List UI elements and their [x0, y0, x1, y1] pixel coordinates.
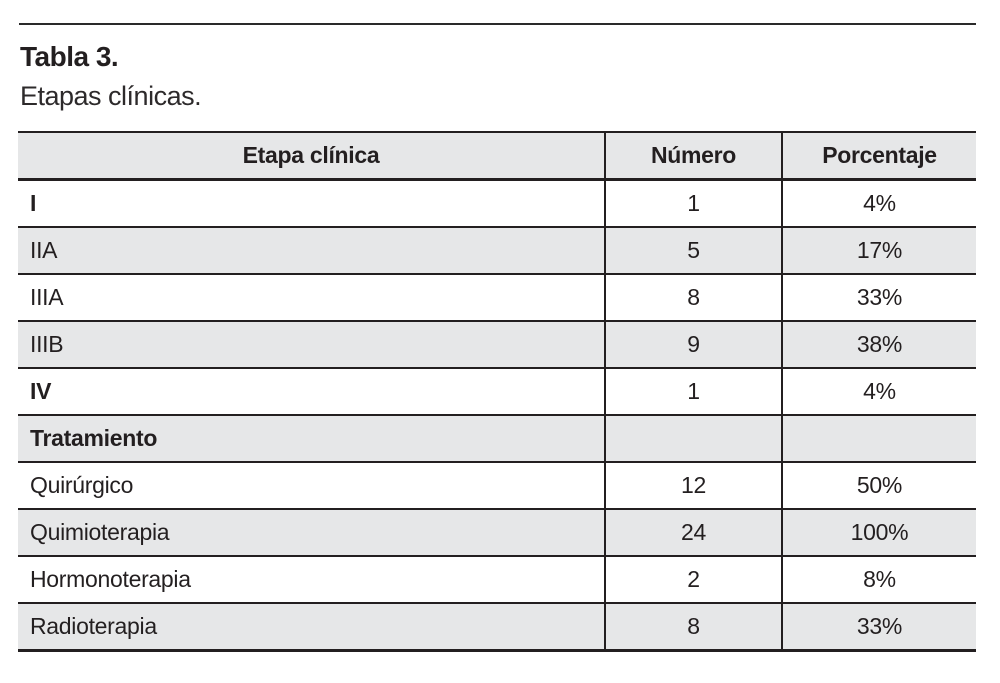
header-numero: Número: [604, 132, 782, 181]
table-caption-subtitle: Etapas clínicas.: [20, 81, 202, 111]
numero-cell: 12: [604, 462, 782, 510]
etapa-cell: IIIA: [18, 274, 605, 322]
table-row-stage-i: I 1 4%: [18, 179, 976, 228]
etapa-cell: Quimioterapia: [18, 509, 605, 557]
table-row-hormonoterapia: Hormonoterapia 2 8%: [18, 556, 976, 604]
etapa-cell: Radioterapia: [18, 603, 605, 652]
top-rule-divider: [19, 23, 976, 25]
etapa-cell: IIIB: [18, 321, 605, 369]
header-etapa-clinica: Etapa clínica: [18, 132, 605, 181]
numero-cell: 24: [604, 509, 782, 557]
porcentaje-cell: 100%: [781, 509, 976, 557]
etapa-cell: Hormonoterapia: [18, 556, 605, 604]
table-row-stage-iia: IIA 5 17%: [18, 227, 976, 275]
header-porcentaje: Porcentaje: [781, 132, 976, 181]
porcentaje-cell: 4%: [781, 368, 976, 416]
porcentaje-cell: [781, 415, 976, 463]
porcentaje-cell: 50%: [781, 462, 976, 510]
numero-cell: 8: [604, 274, 782, 322]
etapa-cell: Tratamiento: [18, 415, 605, 463]
table-row-radioterapia: Radioterapia 8 33%: [18, 603, 976, 652]
numero-cell: 2: [604, 556, 782, 604]
porcentaje-cell: 33%: [781, 274, 976, 322]
table-row-stage-iv: IV 1 4%: [18, 368, 976, 416]
table-row-stage-iiia: IIIA 8 33%: [18, 274, 976, 322]
etapa-cell: I: [18, 179, 605, 228]
etapa-cell: IV: [18, 368, 605, 416]
numero-cell: [604, 415, 782, 463]
numero-cell: 9: [604, 321, 782, 369]
etapa-cell: Quirúrgico: [18, 462, 605, 510]
table-caption-title: Tabla 3.: [20, 41, 119, 72]
header-row: Etapa clínica Número Porcentaje: [18, 132, 976, 181]
numero-cell: 8: [604, 603, 782, 652]
porcentaje-cell: 17%: [781, 227, 976, 275]
porcentaje-cell: 4%: [781, 179, 976, 228]
porcentaje-cell: 38%: [781, 321, 976, 369]
table-row-quimioterapia: Quimioterapia 24 100%: [18, 509, 976, 557]
table-row-quirurgico: Quirúrgico 12 50%: [18, 462, 976, 510]
table-row-tratamiento-section: Tratamiento: [18, 415, 976, 463]
porcentaje-cell: 8%: [781, 556, 976, 604]
etapa-cell: IIA: [18, 227, 605, 275]
numero-cell: 5: [604, 227, 782, 275]
numero-cell: 1: [604, 368, 782, 416]
table-row-stage-iiib: IIIB 9 38%: [18, 321, 976, 369]
porcentaje-cell: 33%: [781, 603, 976, 652]
clinical-stages-table: Etapa clínica Número Porcentaje I 1 4% I…: [18, 131, 976, 652]
numero-cell: 1: [604, 179, 782, 228]
